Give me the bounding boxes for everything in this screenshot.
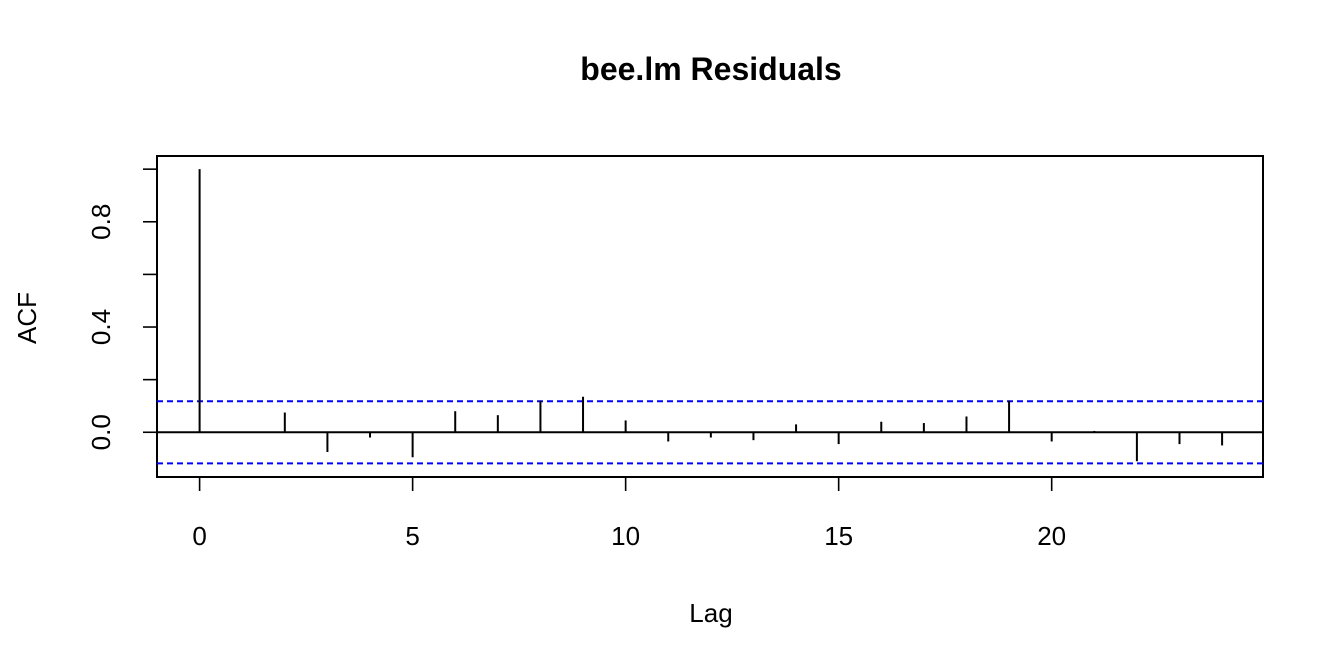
x-tick-label: 10	[611, 521, 640, 551]
y-tick-label: 0.8	[86, 204, 116, 240]
x-tick-label: 15	[824, 521, 853, 551]
x-tick-label: 20	[1037, 521, 1066, 551]
chart-title: bee.lm Residuals	[580, 51, 841, 87]
y-axis: 0.0 0.4 0.8	[86, 168, 158, 450]
y-axis-label: ACF	[12, 292, 42, 344]
x-tick-label: 5	[405, 521, 419, 551]
plot-area	[157, 169, 1263, 465]
x-tick-label: 0	[192, 521, 206, 551]
x-axis-label: Lag	[689, 598, 732, 628]
x-axis: 0 5 10 15 20	[192, 476, 1066, 551]
plot-frame	[156, 155, 1264, 478]
y-tick-label: 0.4	[86, 309, 116, 345]
y-tick-label: 0.0	[86, 414, 116, 450]
